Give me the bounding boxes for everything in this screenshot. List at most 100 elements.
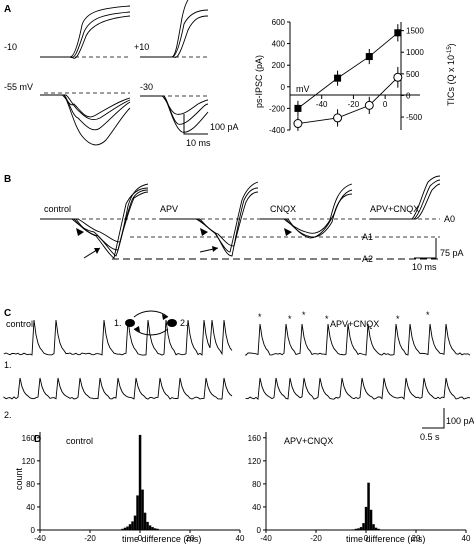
scale-time-label: 10 ms — [412, 262, 437, 272]
histogram-bar — [357, 528, 360, 530]
voltage-label: +10 — [134, 42, 149, 52]
histogram-bar — [372, 524, 375, 530]
spike-trace — [3, 377, 233, 400]
star-marker: * — [325, 314, 329, 324]
y-tick-label: 0 — [257, 526, 262, 535]
condition-label-apv-cnqx: APV+CNQX — [370, 204, 419, 214]
voltage-label: -10 — [4, 42, 17, 52]
y-left-tick-label: -200 — [269, 104, 286, 113]
y-right-tick-label: -500 — [406, 113, 423, 122]
histogram-bar — [138, 434, 142, 530]
y-right-tick-label: 0 — [406, 91, 411, 100]
trace — [140, 95, 209, 133]
star-marker: * — [396, 314, 400, 324]
histogram-bar — [131, 521, 134, 530]
trace — [40, 191, 149, 243]
trace — [40, 94, 131, 118]
y-right-tick-label: 1000 — [406, 48, 424, 57]
panel-label-a: A — [4, 4, 11, 15]
arrow-head-icon — [162, 314, 168, 320]
scale-amp-label: 75 pA — [440, 248, 464, 258]
trace — [140, 0, 189, 58]
data-point-circle — [393, 72, 403, 82]
star-marker: * — [258, 312, 262, 322]
histogram-bar — [136, 495, 139, 530]
cell-2-icon — [167, 319, 177, 327]
panel-c-left-title: control — [6, 319, 33, 329]
cell-1-icon — [125, 319, 135, 327]
star-marker: * — [302, 310, 306, 320]
spike-trace — [245, 323, 471, 357]
histogram-bar — [369, 509, 373, 530]
x-tick-label: 0 — [383, 100, 388, 109]
y-left-tick-label: 0 — [281, 83, 286, 92]
trace — [370, 179, 441, 220]
histogram-bar — [141, 489, 144, 530]
x-tick-label: -40 — [34, 534, 46, 543]
level-a0-label: A0 — [444, 214, 455, 224]
panel-label-b: B — [4, 174, 11, 185]
connection-arrow-icon — [133, 310, 169, 318]
spike-stars: * * * * * * — [258, 310, 430, 324]
y-tick-label: 40 — [26, 503, 35, 512]
histogram-bar — [153, 528, 157, 530]
trace — [40, 94, 131, 131]
panel-d-right-title: APV+CNQX — [284, 436, 333, 446]
panel-label-c: C — [4, 308, 11, 319]
y-tick-label: 0 — [31, 526, 36, 535]
trace — [140, 9, 209, 58]
panel-c-right-title: APV+CNQX — [330, 319, 379, 329]
x-tick-label: 20 — [186, 534, 195, 543]
cell-1-label: 1. — [114, 318, 122, 328]
x-axis-label: mV — [296, 84, 310, 94]
x-tick-label: -20 — [84, 534, 96, 543]
trace — [140, 15, 209, 58]
trace — [40, 187, 149, 259]
scale-time-label: 10 ms — [186, 138, 211, 148]
arrow-head-icon — [134, 326, 140, 332]
histogram-bar — [121, 528, 124, 530]
histogram-bar — [352, 529, 355, 530]
histogram-bar — [133, 515, 137, 530]
cell-2-label: 2. — [180, 318, 188, 328]
spike-trace — [3, 319, 233, 356]
trace — [160, 181, 259, 253]
histogram-bar — [364, 506, 368, 530]
y-axis-label: count — [14, 467, 24, 490]
star-marker: * — [426, 310, 430, 320]
y-left-tick-label: 200 — [272, 61, 286, 70]
trace — [40, 189, 149, 251]
x-tick-label: -20 — [348, 100, 360, 109]
star-marker: * — [288, 314, 292, 324]
y-tick-label: 120 — [22, 457, 36, 466]
data-point-square — [334, 74, 342, 82]
trace — [40, 94, 131, 146]
arrow-head-icon — [212, 246, 218, 252]
condition-label-apv: APV — [160, 204, 178, 214]
histogram-bar — [359, 527, 363, 530]
trace — [40, 94, 131, 121]
series-line — [297, 32, 399, 109]
histogram-bar — [374, 527, 378, 530]
histogram-bar — [143, 512, 147, 530]
y-right-tick-label: 1500 — [406, 27, 424, 36]
histogram-bar — [156, 528, 159, 530]
series-line — [297, 76, 399, 124]
histogram-bar — [367, 482, 370, 530]
trace — [370, 175, 441, 220]
y-left-tick-label: -400 — [269, 126, 286, 135]
scale-bar — [183, 114, 208, 135]
arrowhead-icon — [76, 228, 84, 236]
panel-label-d: D — [34, 434, 41, 445]
panel-b-traces: control APV CNQX APV+CNQX A0 A1 A2 75 pA… — [40, 175, 464, 272]
histogram-bar — [146, 521, 149, 530]
level-a1-label: A1 — [362, 232, 373, 242]
arrowhead-icon — [284, 228, 292, 236]
y-left-tick-label: 400 — [272, 40, 286, 49]
histogram-bar — [126, 526, 129, 530]
histogram-bar — [151, 527, 154, 530]
arrowhead-icon — [200, 228, 208, 236]
y-axis-right-label: TICs (Q x 10-15) — [446, 43, 456, 106]
